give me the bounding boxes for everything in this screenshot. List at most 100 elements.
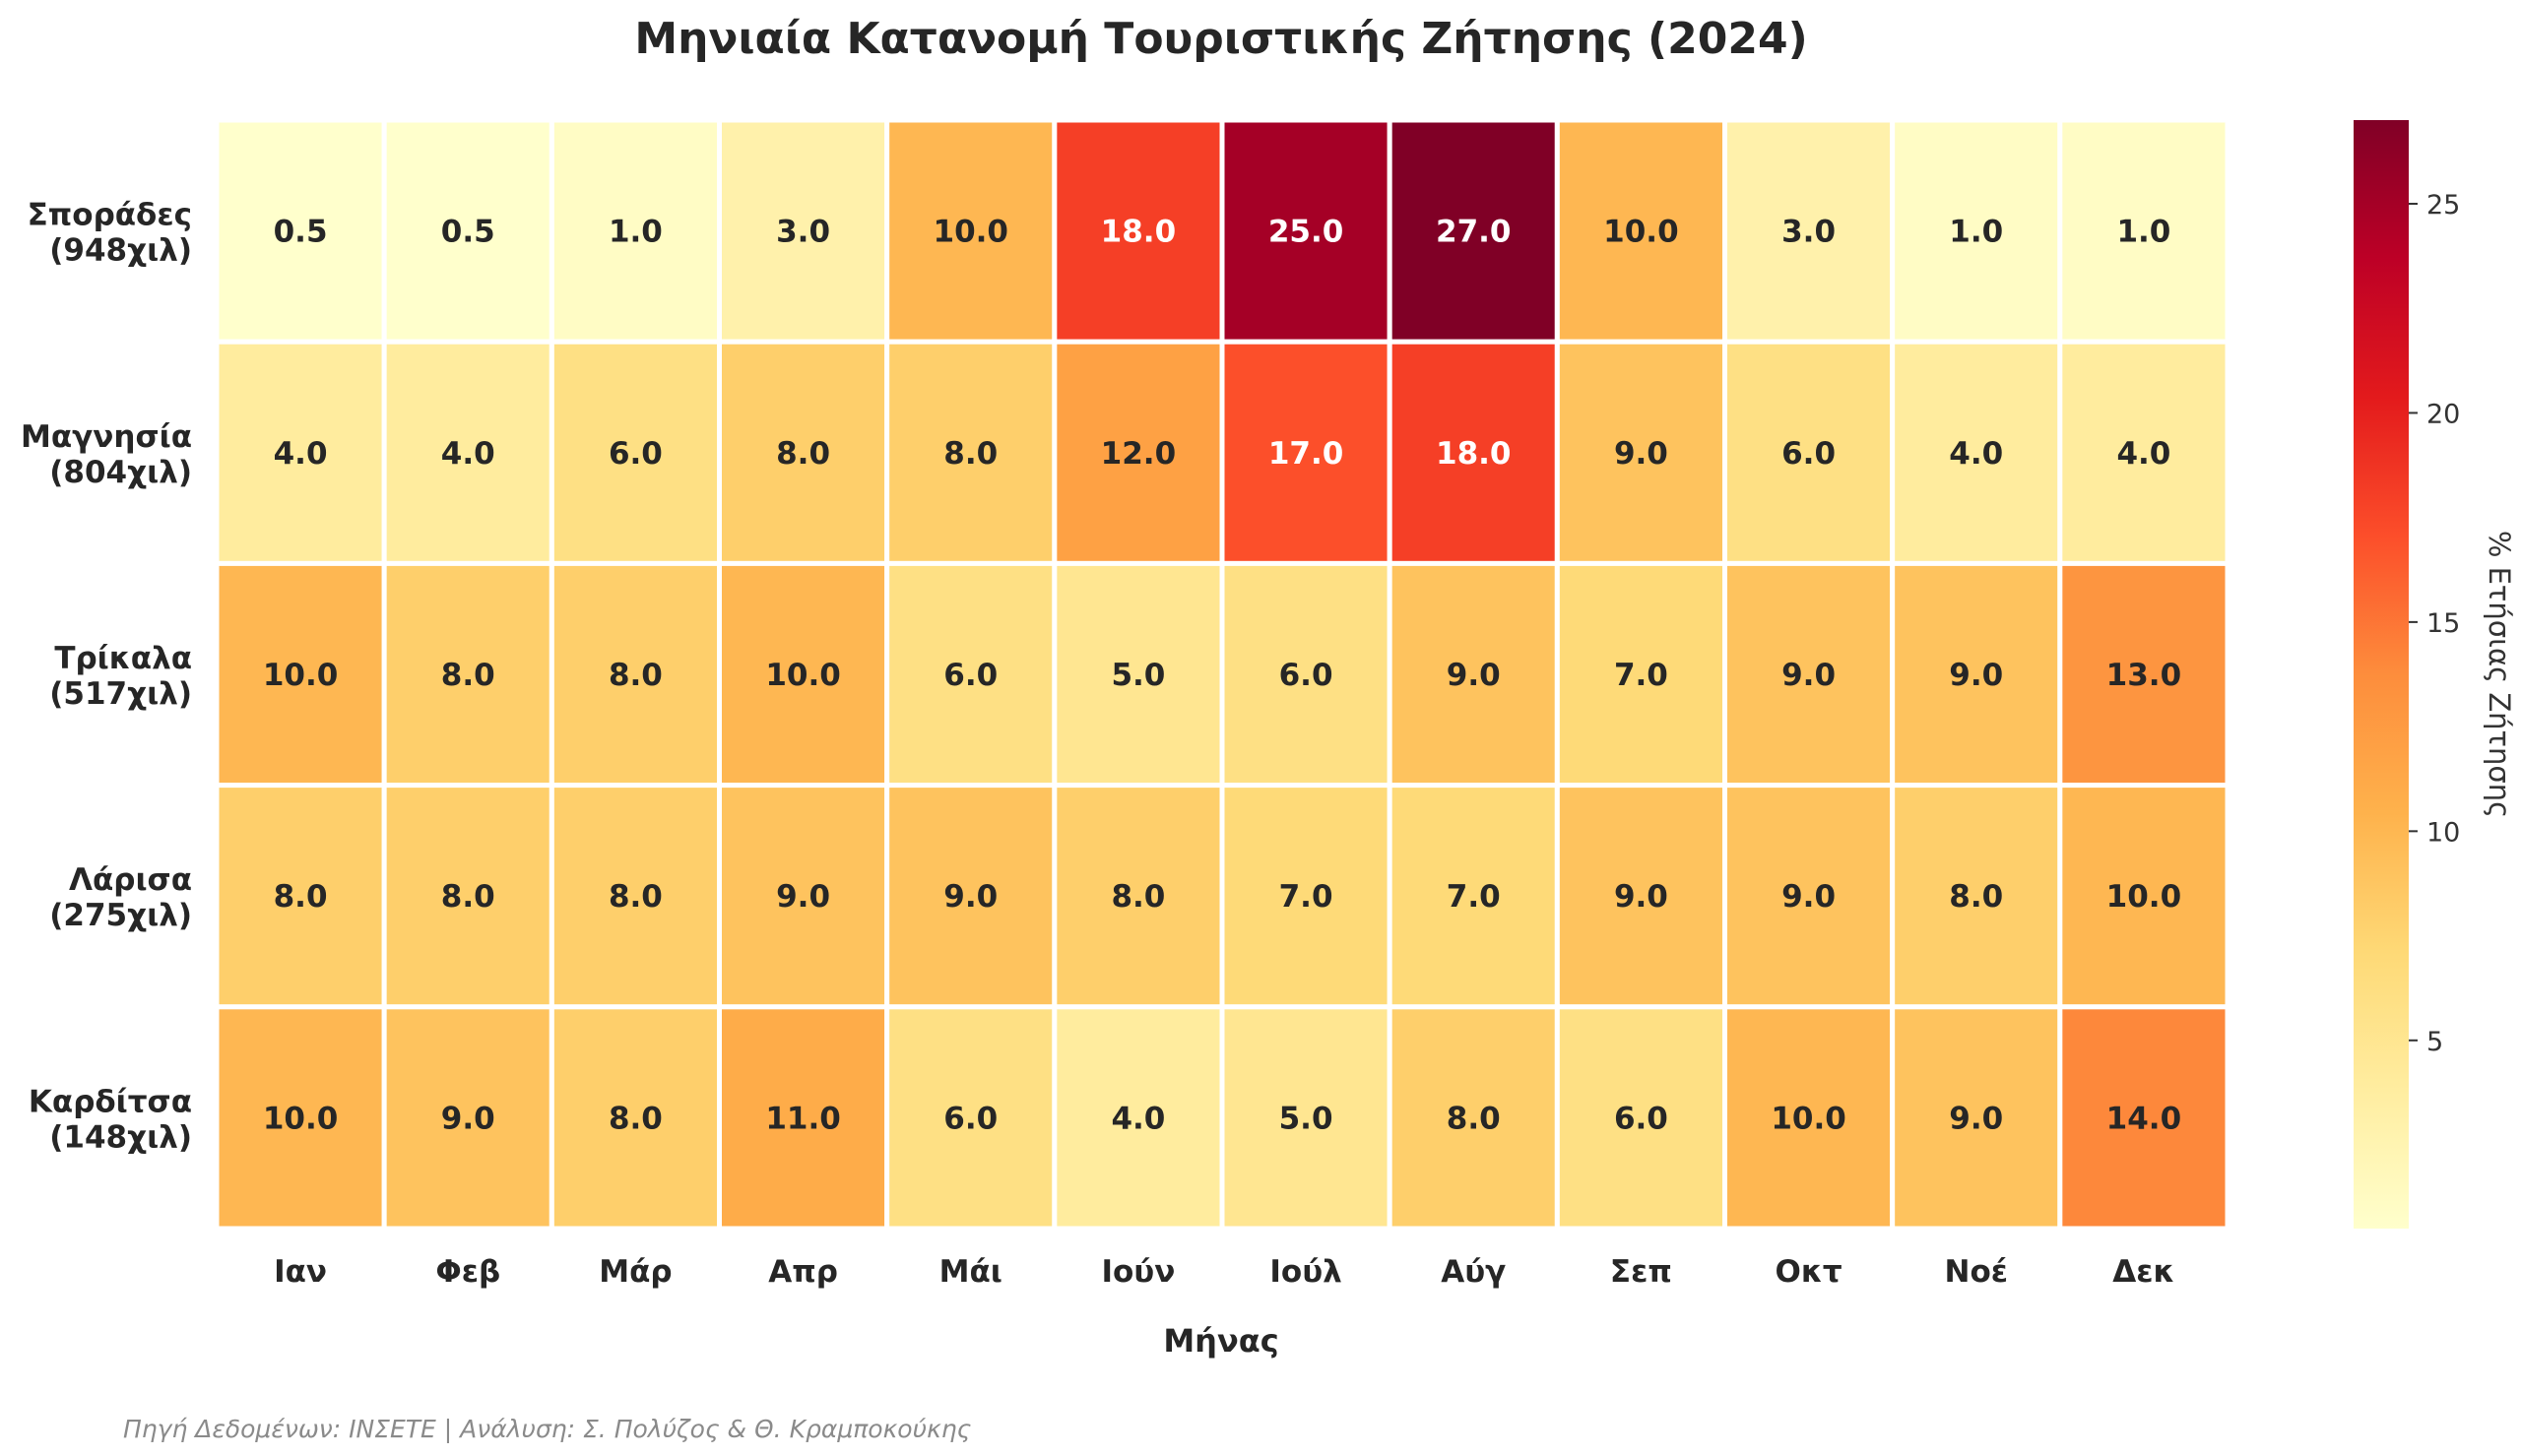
heatmap-cell [717, 1004, 890, 1232]
heatmap-cell [1052, 1004, 1225, 1232]
colorbar-tick-label: 5 [2426, 1027, 2443, 1057]
cell-value-label: 9.0 [1614, 879, 1668, 915]
column-label: Νοέ [1945, 1254, 2009, 1290]
cell-value-label: 9.0 [1949, 1101, 2003, 1136]
heatmap-cell [214, 117, 387, 345]
heatmap-cell [1554, 117, 1728, 345]
heatmap-cell [1387, 783, 1560, 1010]
heatmap-cell [2057, 560, 2230, 789]
colorbar-tick-label: 25 [2426, 190, 2460, 221]
cell-value-label: 9.0 [1447, 658, 1501, 693]
cell-value-label: 10.0 [263, 1101, 339, 1136]
column-label: Ιαν [274, 1254, 327, 1290]
column-label: Δεκ [2112, 1254, 2174, 1290]
cell-value-label: 6.0 [943, 1101, 998, 1136]
cell-value-label: 8.0 [1111, 879, 1165, 915]
cell-value-label: 6.0 [1614, 1101, 1668, 1136]
cell-value-label: 3.0 [1781, 215, 1836, 250]
heatmap-cell [1219, 1004, 1392, 1232]
heatmap-cell [381, 339, 554, 566]
heatmap-cell [549, 1004, 722, 1232]
source-note: Πηγή Δεδομένων: ΙΝΣΕΤΕ | Ανάλυση: Σ. Πολ… [123, 1415, 971, 1443]
heatmap-cell [884, 560, 1058, 789]
heatmap-cell [1219, 560, 1392, 789]
row-label-name: Σποράδες [28, 198, 192, 233]
cell-value-label: 7.0 [1447, 879, 1501, 915]
column-label: Απρ [768, 1254, 838, 1290]
row-label-name: Καρδίτσα [29, 1084, 192, 1119]
heatmap-cell [381, 783, 554, 1010]
row-label-name: Λάρισα [69, 862, 192, 898]
cell-value-label: 8.0 [776, 436, 830, 472]
column-labels: Ιαν Φεβ Μάρ Απρ Μάι Ιούν Ιούλ Αύγ Σεπ Οκτ Νοέ Δεκ [274, 1254, 2174, 1290]
heatmap-cell [1554, 339, 1728, 566]
row-labels: Σποράδες(948χιλ) Μαγνησία(804χιλ) Τρίκαλα (… [21, 198, 192, 1156]
x-axis-label: Μήνας [1163, 1322, 1278, 1360]
colorbar-tick-label: 10 [2426, 817, 2460, 848]
heatmap-cell [1890, 783, 2063, 1010]
cell-value-label: 10.0 [765, 658, 841, 693]
cell-value-label: 8.0 [274, 879, 328, 915]
heatmap-cell [1219, 783, 1392, 1010]
heatmap-cell-labels: 0.5 0.5 1.0 3.0 10.0 18.0 25.0 27.0 10.0 3.0 1.0 1.… [263, 215, 2181, 1137]
cell-value-label: 5.0 [1279, 1101, 1333, 1136]
heatmap-cell [381, 560, 554, 789]
colorbar [2354, 120, 2409, 1229]
heatmap-cell [381, 1004, 554, 1232]
cell-value-label: 3.0 [776, 215, 830, 250]
cell-value-label: 8.0 [609, 1101, 663, 1136]
cell-value-label: 17.0 [1268, 436, 1344, 472]
cell-value-label: 9.0 [1781, 658, 1836, 693]
cell-value-label: 13.0 [2106, 658, 2182, 693]
heatmap-cell [2057, 117, 2230, 345]
cell-value-label: 1.0 [2116, 215, 2170, 250]
row-label-size: (804χιλ) [49, 455, 192, 490]
cell-value-label: 8.0 [609, 879, 663, 915]
cell-value-label: 9.0 [1614, 436, 1668, 472]
cell-value-label: 10.0 [1603, 215, 1679, 250]
cell-value-label: 8.0 [1949, 879, 2003, 915]
cell-value-label: 9.0 [1781, 879, 1836, 915]
cell-value-label: 11.0 [765, 1101, 841, 1136]
cell-value-label: 6.0 [609, 436, 663, 472]
column-label: Ιούν [1101, 1254, 1175, 1290]
colorbar-tick-label: 20 [2426, 399, 2460, 429]
chart-title: Μηνιαία Κατανομή Τουριστικής Ζήτησης (20… [634, 14, 1807, 64]
colorbar-label: % Ετήσιας Ζήτησης [2483, 531, 2516, 818]
column-label: Αύγ [1441, 1254, 1506, 1290]
heatmap-cell [1722, 783, 1896, 1010]
column-label: Μάρ [599, 1254, 672, 1290]
cell-value-label: 0.5 [441, 215, 495, 250]
heatmap-cell [549, 339, 722, 566]
cell-value-label: 1.0 [609, 215, 663, 250]
colorbar-tick-label: 15 [2426, 608, 2460, 639]
heatmap-cell [1890, 1004, 2063, 1232]
cell-value-label: 7.0 [1614, 658, 1668, 693]
row-label-name: Μαγνησία [21, 419, 192, 455]
heatmap-cell [2057, 339, 2230, 566]
row-label-size: (275χιλ) [49, 898, 192, 933]
cell-value-label: 8.0 [441, 879, 495, 915]
heatmap-cell [1554, 1004, 1728, 1232]
cell-value-label: 8.0 [609, 658, 663, 693]
cell-value-label: 14.0 [2106, 1101, 2182, 1136]
heatmap-cell [1722, 117, 1896, 345]
cell-value-label: 6.0 [943, 658, 998, 693]
row-label-size: (948χιλ) [49, 233, 192, 269]
heatmap-cell [1387, 1004, 1560, 1232]
cell-value-label: 4.0 [1949, 436, 2003, 472]
row-label-name: Τρίκαλα [54, 641, 192, 676]
cell-value-label: 6.0 [1781, 436, 1836, 472]
colorbar-ticks: 5 10 15 20 25 [2409, 190, 2460, 1057]
heatmap-cell [717, 339, 890, 566]
cell-value-label: 10.0 [1771, 1101, 1846, 1136]
cell-value-label: 4.0 [2116, 436, 2170, 472]
heatmap-cell [1052, 339, 1225, 566]
cell-value-label: 9.0 [776, 879, 830, 915]
cell-value-label: 12.0 [1101, 436, 1177, 472]
heatmap-cell [2057, 783, 2230, 1010]
heatmap-cell [1722, 339, 1896, 566]
heatmap-cell [549, 117, 722, 345]
cell-value-label: 27.0 [1436, 215, 1512, 250]
